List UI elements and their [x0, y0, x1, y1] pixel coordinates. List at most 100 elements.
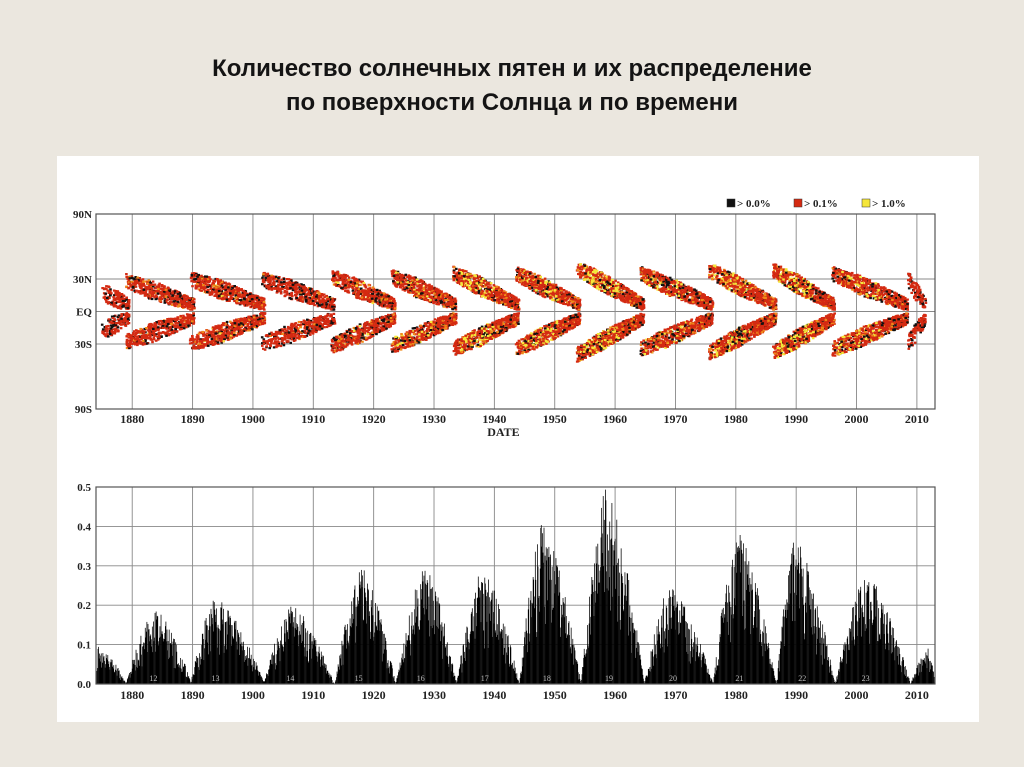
butterfly-cell [368, 288, 371, 291]
butterfly-cell [166, 330, 169, 333]
butterfly-cell [262, 304, 266, 307]
butterfly-cell [288, 284, 291, 288]
butterfly-cell [410, 279, 414, 282]
butterfly-cell [137, 290, 141, 293]
butterfly-cell [189, 337, 192, 340]
butterfly-cell [125, 275, 128, 278]
butterfly-cell [290, 338, 294, 341]
butterfly-cell [204, 275, 207, 278]
butterfly-cell [150, 295, 153, 298]
butterfly-cell [421, 332, 425, 335]
butterfly-cell [428, 291, 432, 294]
butterfly-cell [368, 332, 371, 335]
butterfly-cell [354, 328, 358, 331]
butterfly-cell [310, 302, 314, 305]
butterfly-cell [262, 300, 266, 304]
butterfly-cell [261, 312, 265, 315]
butterfly-cell [125, 307, 128, 310]
butterfly-cell [141, 291, 145, 294]
butterfly-cell [440, 292, 443, 295]
butterfly-cell [235, 334, 239, 337]
butterfly-cell [282, 344, 286, 347]
butterfly-cell [256, 303, 259, 307]
butterfly-cell [225, 326, 229, 329]
butterfly-cell [152, 283, 155, 286]
butterfly-cell [298, 289, 302, 293]
butterfly-cell [220, 337, 223, 340]
butterfly-cell [267, 339, 271, 342]
butterfly-cell [281, 338, 285, 341]
butterfly-cell [105, 287, 108, 290]
butterfly-cell [242, 329, 246, 332]
butterfly-cell [105, 325, 108, 328]
butterfly-cell [337, 278, 340, 281]
butterfly-cell [327, 300, 331, 303]
butterfly-cell [252, 301, 255, 304]
butterfly-cell [335, 281, 338, 284]
butterfly-cell [330, 301, 333, 304]
butterfly-cell [306, 318, 309, 321]
butterfly-cell [345, 330, 349, 333]
butterfly-cell [308, 325, 311, 328]
butterfly-cell [192, 322, 195, 325]
butterfly-cell [187, 324, 190, 327]
butterfly-cell [185, 313, 189, 316]
butterfly-cell [430, 299, 434, 302]
butterfly-cell [136, 343, 139, 347]
butterfly-cell [123, 298, 126, 301]
butterfly-cell [213, 287, 216, 290]
butterfly-cell [131, 338, 135, 341]
butterfly-cell [183, 322, 186, 325]
butterfly-cell [394, 284, 397, 287]
butterfly-cell [234, 323, 238, 326]
butterfly-cell [242, 318, 245, 321]
butterfly-cell [195, 339, 199, 342]
butterfly-cell [311, 299, 315, 303]
butterfly-cell [307, 323, 311, 326]
butterfly-cell [231, 292, 235, 295]
butterfly-cell [225, 320, 229, 324]
butterfly-cell [144, 292, 147, 295]
butterfly-cell [240, 319, 244, 322]
butterfly-cell [279, 344, 283, 348]
butterfly-cell [273, 337, 277, 340]
butterfly-cell [394, 302, 397, 305]
butterfly-cell [311, 295, 314, 299]
butterfly-cell [186, 298, 190, 301]
butterfly-cell [107, 318, 111, 321]
butterfly-cell [150, 338, 154, 341]
butterfly-cell [210, 333, 214, 336]
butterfly-cell [313, 291, 317, 294]
butterfly-cell [331, 299, 334, 302]
butterfly-cell [159, 292, 163, 295]
butterfly-cell [315, 295, 318, 298]
butterfly-cell [259, 319, 262, 322]
butterfly-cell [261, 342, 264, 345]
butterfly-cell [292, 325, 295, 328]
butterfly-cell [391, 303, 394, 306]
butterfly-cell [298, 284, 301, 287]
butterfly-cell [400, 275, 403, 278]
butterfly-cell [238, 299, 241, 302]
butterfly-cell [296, 299, 299, 302]
butterfly-cell [290, 333, 294, 336]
butterfly-cell [357, 294, 360, 297]
butterfly-cell [415, 326, 419, 329]
butterfly-cell [262, 342, 266, 345]
butterfly-cell [306, 300, 309, 303]
butterfly-cell [226, 335, 230, 338]
butterfly-cell [215, 290, 218, 293]
butterfly-cell [311, 321, 315, 324]
butterfly-cell [288, 294, 291, 297]
butterfly-cell [334, 342, 337, 345]
butterfly-cell [297, 337, 301, 340]
butterfly-cell [168, 320, 171, 323]
butterfly-cell [414, 276, 417, 279]
butterfly-cell [137, 337, 140, 340]
butterfly-cell [296, 333, 300, 336]
butterfly-cell [265, 284, 268, 287]
butterfly-cell [261, 276, 264, 279]
butterfly-cell [381, 327, 385, 330]
butterfly-cell [305, 334, 309, 337]
butterfly-cell [223, 337, 226, 340]
